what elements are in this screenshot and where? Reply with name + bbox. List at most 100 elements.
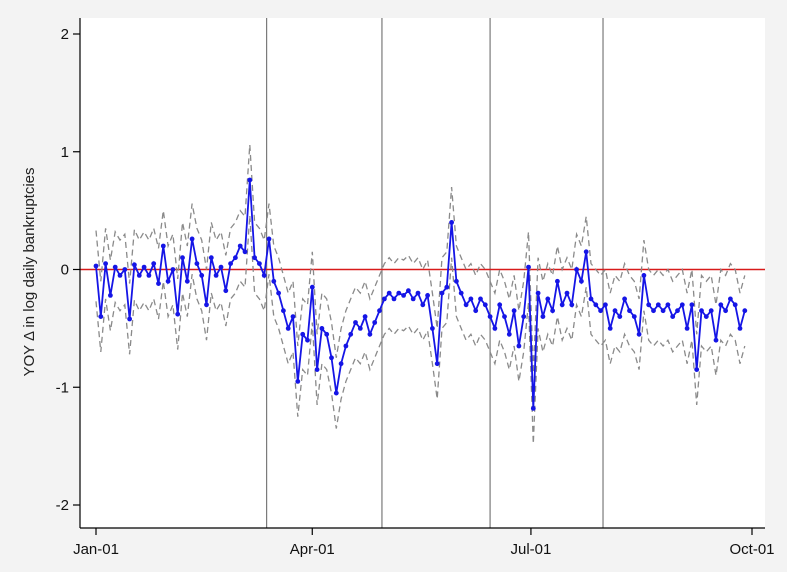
series-point: [146, 273, 152, 278]
series-point: [257, 261, 262, 266]
series-point: [583, 249, 589, 255]
series-point: [636, 331, 642, 337]
series-point: [641, 273, 647, 278]
series-point: [156, 281, 161, 286]
series-point: [252, 255, 257, 261]
x-tick-label: Jan-01: [73, 541, 119, 558]
series-point: [593, 302, 599, 308]
series-point: [237, 243, 243, 249]
series-point: [103, 261, 108, 266]
series-point: [468, 296, 474, 302]
series-point: [204, 302, 209, 308]
x-tick-label: Apr-01: [290, 541, 335, 558]
y-tick-label: 0: [61, 262, 69, 279]
series-point: [324, 331, 330, 337]
series-point: [689, 302, 695, 308]
y-tick-label: 1: [61, 144, 69, 161]
series-point: [271, 278, 277, 284]
series-point: [675, 308, 680, 314]
series-point: [160, 243, 166, 249]
y-tick-label: 2: [61, 26, 69, 43]
series-point: [535, 290, 541, 296]
series-point: [165, 278, 171, 284]
series-point: [718, 302, 724, 308]
series-point: [194, 261, 200, 266]
series-point: [406, 288, 411, 294]
series-point: [569, 302, 575, 308]
series-point: [670, 314, 676, 319]
series-point: [502, 314, 507, 319]
series-point: [574, 267, 579, 272]
series-point: [526, 264, 531, 270]
series-point: [276, 290, 281, 296]
series-point: [367, 331, 373, 337]
series-point: [420, 302, 426, 308]
series-point: [300, 331, 306, 337]
series-point: [141, 264, 147, 270]
series-point: [401, 293, 406, 298]
plot-area: [80, 18, 765, 528]
series-point: [357, 326, 363, 331]
series-point: [175, 311, 181, 317]
series-point: [708, 308, 714, 314]
series-point: [295, 379, 301, 384]
series-point: [540, 314, 546, 319]
series-point: [247, 177, 253, 183]
series-point: [309, 284, 315, 290]
series-point: [699, 308, 704, 314]
series-point: [112, 264, 118, 270]
series-point: [449, 220, 454, 225]
series-point: [458, 290, 464, 296]
series-point: [492, 326, 498, 331]
series-point: [362, 314, 368, 319]
series-point: [208, 255, 214, 261]
series-point: [348, 331, 354, 337]
series-point: [132, 262, 137, 268]
series-point: [314, 367, 320, 372]
series-point: [478, 296, 483, 302]
series-point: [329, 355, 334, 361]
series-point: [290, 314, 296, 319]
series-point: [723, 308, 728, 314]
series-point: [444, 284, 450, 290]
series-point: [617, 314, 623, 319]
series-point: [377, 308, 382, 314]
series-point: [184, 278, 190, 284]
series-point: [550, 308, 555, 314]
series-point: [305, 337, 310, 343]
series-point: [117, 273, 123, 278]
series-point: [434, 361, 440, 367]
series-point: [233, 255, 238, 261]
series-point: [742, 308, 748, 314]
series-point: [223, 288, 229, 294]
y-axis-title: YOY Δ in log daily bankruptcies: [21, 167, 38, 376]
series-point: [199, 273, 205, 278]
series-point: [213, 273, 219, 278]
series-point: [454, 278, 459, 284]
series-point: [545, 296, 551, 302]
series-point: [516, 343, 522, 349]
series-point: [684, 326, 690, 331]
series-point: [679, 302, 685, 308]
series-point: [425, 293, 430, 298]
series-point: [559, 302, 565, 308]
series-point: [631, 314, 637, 319]
series-point: [136, 273, 142, 278]
series-point: [521, 314, 527, 319]
series-point: [646, 302, 652, 308]
series-point: [122, 267, 128, 272]
series-point: [622, 296, 627, 302]
series-point: [281, 308, 286, 314]
series-point: [732, 302, 738, 308]
axes-group: 2 1 0 -1 -2 Jan-01 Apr-01 Jul-01 Oct-01: [56, 18, 775, 558]
series-point: [343, 343, 349, 349]
series-point: [108, 293, 113, 298]
series-point: [713, 337, 719, 343]
series-point: [189, 236, 195, 242]
series-point: [703, 314, 709, 319]
lower-band-line: [95, 215, 746, 444]
main-series-group: [93, 177, 748, 411]
series-point: [482, 302, 488, 308]
